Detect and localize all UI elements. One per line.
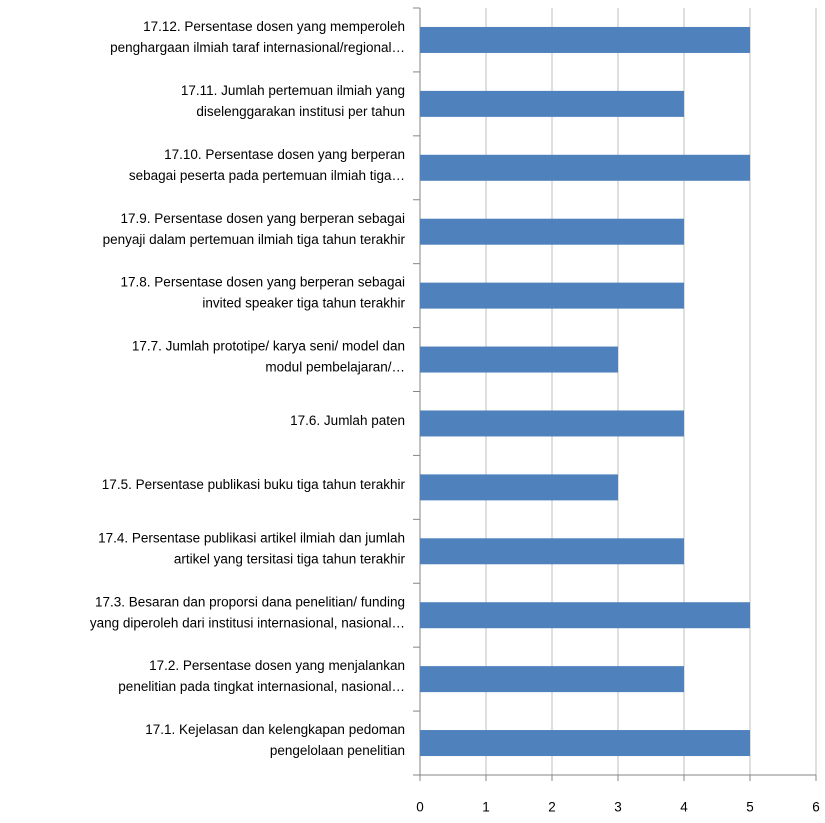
y-tick-label: 17.1. Kejelasan dan kelengkapan pedoman xyxy=(145,722,405,737)
x-tick-label: 5 xyxy=(746,800,754,815)
x-tick-label: 6 xyxy=(812,800,820,815)
bar xyxy=(420,538,684,565)
bar xyxy=(420,218,684,245)
y-tick-label: artikel yang tersitasi tiga tahun terakh… xyxy=(174,551,406,566)
y-tick-label: 17.12. Persentase dosen yang memperoleh xyxy=(143,19,405,34)
y-tick-label: invited speaker tiga tahun terakhir xyxy=(202,296,405,311)
y-tick-label: diselenggarakan institusi per tahun xyxy=(196,104,405,119)
y-tick-label: penyaji dalam pertemuan ilmiah tiga tahu… xyxy=(103,232,406,247)
y-tick-label: 17.4. Persentase publikasi artikel ilmia… xyxy=(98,530,405,545)
x-tick-label: 3 xyxy=(614,800,622,815)
x-tick-label: 4 xyxy=(680,800,688,815)
bar xyxy=(420,730,750,757)
bar xyxy=(420,282,684,309)
y-tick-label: 17.3. Besaran dan proporsi dana peneliti… xyxy=(95,594,405,609)
bar xyxy=(420,346,618,373)
y-tick-label: 17.9. Persentase dosen yang berperan seb… xyxy=(121,211,405,226)
y-tick-label: 17.11. Jumlah pertemuan ilmiah yang xyxy=(181,83,405,98)
y-tick-label: yang diperoleh dari institusi internasio… xyxy=(90,615,405,630)
y-tick-label: sebagai peserta pada pertemuan ilmiah ti… xyxy=(129,168,405,183)
bar xyxy=(420,26,750,53)
y-tick-label: penghargaan ilmiah taraf internasional/r… xyxy=(110,40,405,55)
y-tick-label: 17.2. Persentase dosen yang menjalankan xyxy=(149,658,405,673)
x-tick-label: 1 xyxy=(482,800,490,815)
y-tick-label: modul pembelajaran/… xyxy=(265,360,405,375)
bar xyxy=(420,154,750,181)
x-tick-label: 0 xyxy=(416,800,424,815)
y-tick-label: 17.8. Persentase dosen yang berperan seb… xyxy=(121,275,405,290)
y-tick-label: 17.6. Jumlah paten xyxy=(290,413,405,428)
bar xyxy=(420,410,684,437)
y-tick-label: 17.7. Jumlah prototipe/ karya seni/ mode… xyxy=(132,339,405,354)
bar xyxy=(420,666,684,693)
y-tick-label: pengelolaan penelitian xyxy=(270,743,405,758)
x-tick-label: 2 xyxy=(548,800,556,815)
bar xyxy=(420,602,750,629)
y-tick-label: 17.10. Persentase dosen yang berperan xyxy=(164,147,405,162)
bar xyxy=(420,90,684,117)
bar xyxy=(420,474,618,501)
y-tick-label: 17.5. Persentase publikasi buku tiga tah… xyxy=(102,477,406,492)
y-tick-label: penelitian pada tingkat internasional, n… xyxy=(118,679,405,694)
